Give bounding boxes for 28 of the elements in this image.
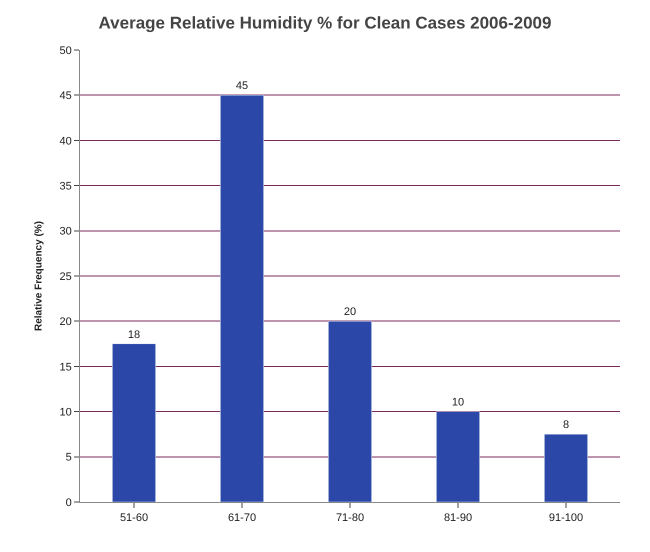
y-tick-label: 45 — [60, 90, 72, 102]
data-label: 10 — [452, 396, 464, 409]
y-tick-label: 40 — [60, 135, 72, 148]
y-tick-label: 10 — [60, 406, 72, 418]
data-label: 45 — [236, 80, 248, 92]
y-axis-title: Relative Frequency (%) — [34, 220, 45, 332]
y-tick-label: 20 — [60, 316, 72, 328]
x-tick-label: 81-90 — [444, 512, 472, 524]
y-tick-label: 30 — [60, 226, 72, 238]
bar — [544, 434, 588, 502]
chart-title: Average Relative Humidity % for Clean Cases 2006-2009 — [98, 13, 552, 32]
data-label: 8 — [562, 419, 570, 432]
y-tick-label: 35 — [60, 180, 72, 192]
bar — [220, 94, 264, 502]
y-tick-label: 25 — [60, 270, 72, 283]
data-label: 20 — [344, 306, 356, 318]
y-tick-label: 0 — [66, 496, 72, 509]
x-tick-label: 51-60 — [120, 512, 148, 524]
x-tick-label: 91-100 — [548, 512, 584, 524]
y-tick-label: 15 — [60, 361, 72, 374]
data-label: 18 — [128, 328, 140, 341]
bar — [436, 411, 480, 502]
bar — [112, 344, 156, 502]
x-tick-label: 71-80 — [336, 512, 364, 524]
y-tick-label: 5 — [66, 452, 72, 464]
bar — [328, 320, 372, 502]
y-tick-label: 50 — [60, 44, 72, 57]
x-tick-label: 61-70 — [228, 512, 256, 524]
